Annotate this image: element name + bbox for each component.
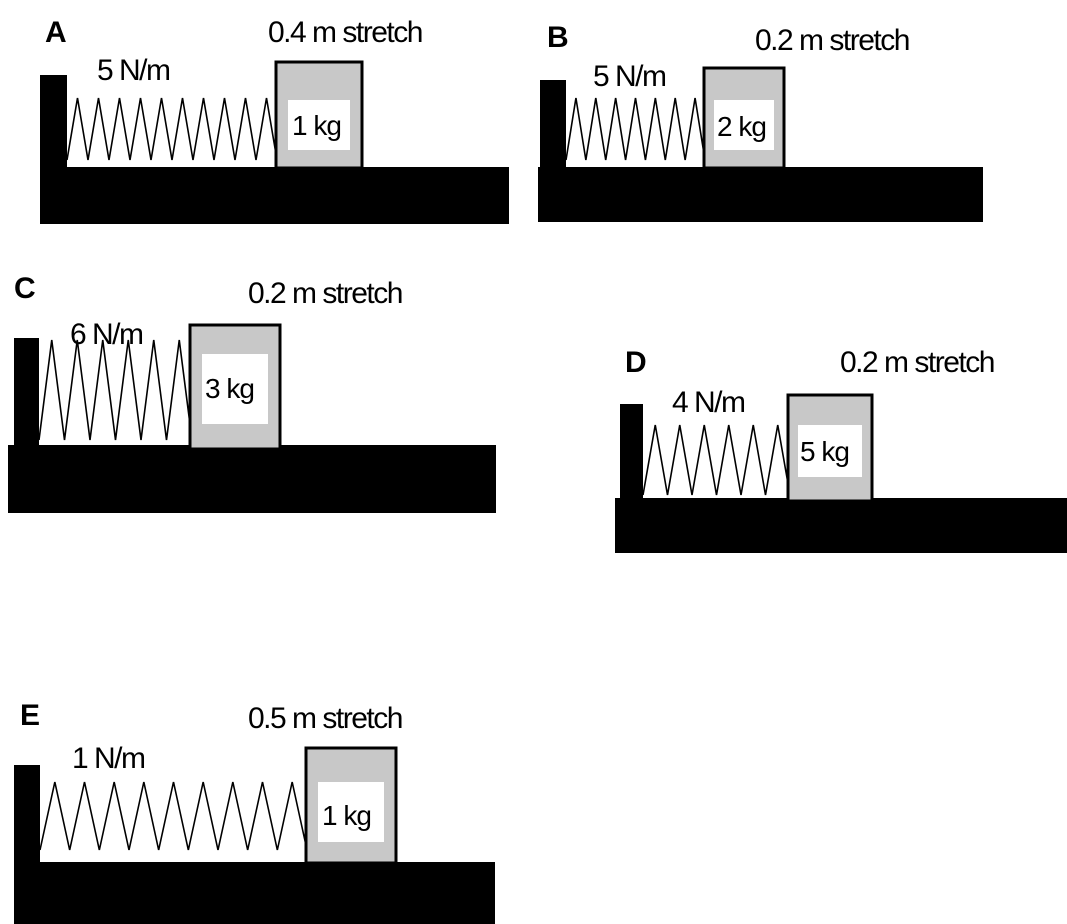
panel-e: E 1 N/m 0.5 m stretch 1 kg bbox=[14, 699, 495, 924]
block-label-bg-c bbox=[202, 354, 268, 424]
ground-d bbox=[615, 498, 1067, 553]
panel-a: A 5 N/m 0.4 m stretch 1 kg bbox=[40, 16, 509, 224]
ground-b bbox=[538, 167, 983, 222]
spring-constant-d: 4 N/m bbox=[672, 386, 745, 419]
stretch-label-c: 0.2 m stretch bbox=[248, 277, 402, 310]
spring-b bbox=[565, 97, 706, 161]
block-label-bg-b bbox=[714, 100, 774, 150]
wall-a bbox=[40, 75, 67, 170]
mass-label-b: 2 kg bbox=[717, 111, 766, 142]
wall-d bbox=[620, 404, 643, 502]
ground-e bbox=[14, 862, 495, 924]
stretch-label-b: 0.2 m stretch bbox=[755, 24, 909, 57]
spring-e bbox=[39, 781, 308, 851]
panel-letter-a: A bbox=[45, 16, 67, 49]
panel-letter-c: C bbox=[14, 272, 36, 305]
spring-constant-b: 5 N/m bbox=[593, 60, 666, 93]
spring-constant-c: 6 N/m bbox=[70, 318, 143, 351]
mass-label-c: 3 kg bbox=[205, 373, 254, 404]
mass-label-e: 1 kg bbox=[322, 800, 371, 831]
wall-c bbox=[14, 338, 39, 448]
mass-label-d: 5 kg bbox=[800, 436, 849, 467]
block-label-bg-e bbox=[318, 782, 384, 842]
mass-label-a: 1 kg bbox=[292, 110, 341, 141]
block-label-bg-a bbox=[288, 100, 350, 150]
spring-constant-e: 1 N/m bbox=[72, 742, 145, 775]
panel-letter-e: E bbox=[20, 699, 40, 732]
panel-c: C 6 N/m 0.2 m stretch 3 kg bbox=[8, 272, 496, 513]
spring-a bbox=[66, 97, 278, 161]
spring-c bbox=[38, 339, 193, 441]
panel-letter-b: B bbox=[547, 21, 569, 54]
stretch-label-a: 0.4 m stretch bbox=[268, 16, 422, 49]
spring-constant-a: 5 N/m bbox=[97, 54, 170, 87]
spring-d bbox=[642, 424, 791, 496]
panel-b: B 5 N/m 0.2 m stretch 2 kg bbox=[538, 21, 983, 222]
wall-e bbox=[14, 765, 40, 865]
ground-a bbox=[40, 167, 509, 224]
stretch-label-d: 0.2 m stretch bbox=[840, 346, 994, 379]
panel-d: D 4 N/m 0.2 m stretch 5 kg bbox=[615, 346, 1067, 553]
panel-letter-d: D bbox=[625, 346, 647, 379]
wall-b bbox=[540, 80, 566, 170]
stretch-label-e: 0.5 m stretch bbox=[248, 702, 402, 735]
ground-c bbox=[8, 445, 496, 513]
block-label-bg-d bbox=[798, 425, 862, 477]
